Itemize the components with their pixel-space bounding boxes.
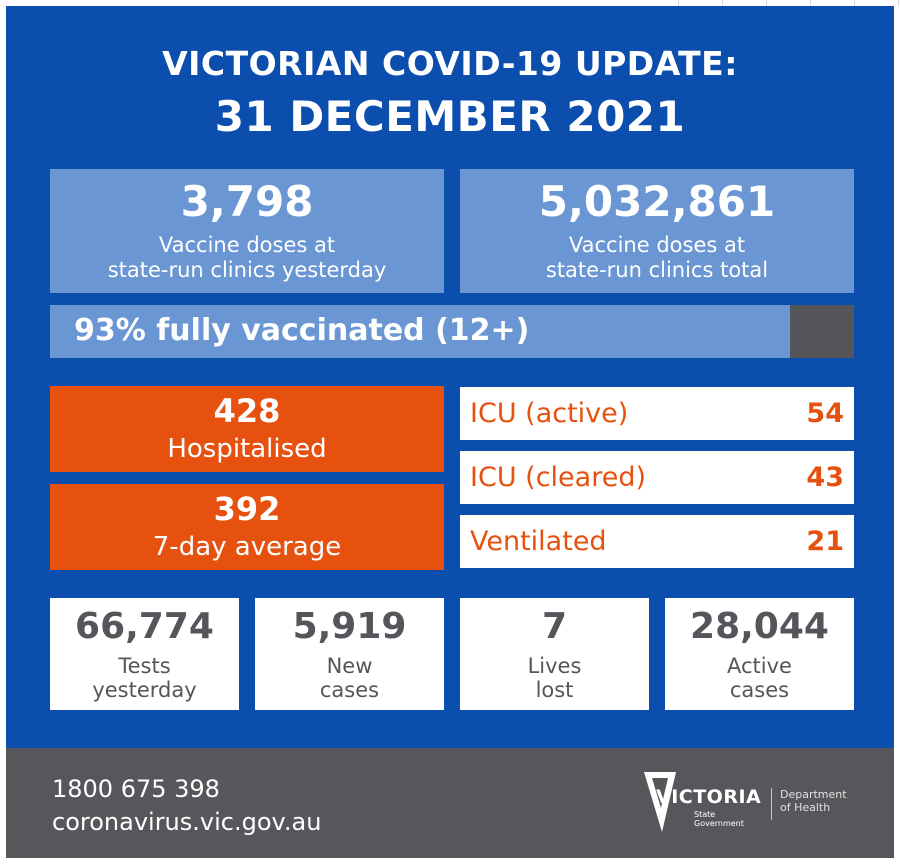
lives-lost-label-2: lost <box>535 678 574 702</box>
new-cases-box: 5,919 New cases <box>255 598 444 710</box>
tests-yesterday-value: 66,774 <box>75 606 214 647</box>
vaccine-doses-total-label-2: state-run clinics total <box>545 258 769 282</box>
tests-yesterday-label-1: Tests <box>118 654 171 678</box>
vaccine-doses-yesterday-box: 3,798 Vaccine doses at state-run clinics… <box>50 169 444 293</box>
vaccine-doses-yesterday-label-1: Vaccine doses at <box>158 233 336 257</box>
icu-active-value: 54 <box>806 398 844 429</box>
main-panel: VICTORIAN COVID-19 UPDATE: 31 DECEMBER 2… <box>6 6 894 748</box>
icu-cleared-row: ICU (cleared) 43 <box>460 451 854 504</box>
logo-subtext: State Government <box>694 810 744 828</box>
website-link[interactable]: coronavirus.vic.gov.au <box>52 808 322 836</box>
hospitalised-box: 428 Hospitalised <box>50 386 444 472</box>
vaccine-doses-total-label-1: Vaccine doses at <box>568 233 746 257</box>
icu-active-label: ICU (active) <box>470 398 629 429</box>
vaccine-doses-yesterday-value: 3,798 <box>180 177 314 226</box>
footer: 1800 675 398 coronavirus.vic.gov.au VICT… <box>6 748 894 858</box>
active-cases-value: 28,044 <box>690 606 829 647</box>
icu-active-row: ICU (active) 54 <box>460 387 854 440</box>
active-cases-label-1: Active <box>727 654 792 678</box>
hospitalised-label: Hospitalised <box>167 434 327 464</box>
vaccine-doses-total-box: 5,032,861 Vaccine doses at state-run cli… <box>460 169 854 293</box>
ventilated-value: 21 <box>806 526 844 557</box>
seven-day-average-label: 7-day average <box>152 532 342 562</box>
vaccine-doses-yesterday-label-2: state-run clinics yesterday <box>107 258 387 282</box>
ventilated-row: Ventilated 21 <box>460 515 854 568</box>
icu-cleared-label: ICU (cleared) <box>470 462 646 493</box>
hotline-phone[interactable]: 1800 675 398 <box>52 775 220 803</box>
logo-sub-line-2: Government <box>694 819 744 828</box>
covid-update-card: VICTORIAN COVID-19 UPDATE: 31 DECEMBER 2… <box>6 6 894 858</box>
logo-wordmark: VICTORIA <box>656 786 762 808</box>
tests-yesterday-label-2: yesterday <box>92 678 197 702</box>
title-date: 31 DECEMBER 2021 <box>214 92 686 141</box>
fully-vaccinated-bar: 93% fully vaccinated (12+) <box>50 305 854 358</box>
title-line-1: VICTORIAN COVID-19 UPDATE: <box>162 44 738 83</box>
department-of-health-label: Department of Health <box>780 788 847 814</box>
lives-lost-label-1: Lives <box>527 654 582 678</box>
new-cases-label-1: New <box>326 654 373 678</box>
active-cases-box: 28,044 Active cases <box>665 598 854 710</box>
seven-day-average-box: 392 7-day average <box>50 484 444 570</box>
lives-lost-box: 7 Lives lost <box>460 598 649 710</box>
dept-line-1: Department <box>780 788 847 801</box>
tests-yesterday-box: 66,774 Tests yesterday <box>50 598 239 710</box>
active-cases-label-2: cases <box>729 678 790 702</box>
corner-gridlines <box>678 0 900 6</box>
lives-lost-value: 7 <box>541 606 568 647</box>
logo-divider <box>771 788 772 820</box>
victoria-v-icon <box>644 772 676 832</box>
new-cases-value: 5,919 <box>292 606 407 647</box>
icu-cleared-value: 43 <box>806 462 844 493</box>
fully-vaccinated-label: 93% fully vaccinated (12+) <box>74 313 530 348</box>
dept-line-2: of Health <box>780 801 831 814</box>
new-cases-label-2: cases <box>319 678 380 702</box>
victoria-state-government-logo: VICTORIA State Government <box>642 770 762 840</box>
hospitalised-value: 428 <box>213 392 281 430</box>
ventilated-label: Ventilated <box>470 526 607 557</box>
logo-sub-line-1: State <box>694 810 716 819</box>
vaccine-doses-total-value: 5,032,861 <box>538 177 776 226</box>
unvaccinated-remainder <box>790 305 854 358</box>
seven-day-average-value: 392 <box>213 490 281 528</box>
